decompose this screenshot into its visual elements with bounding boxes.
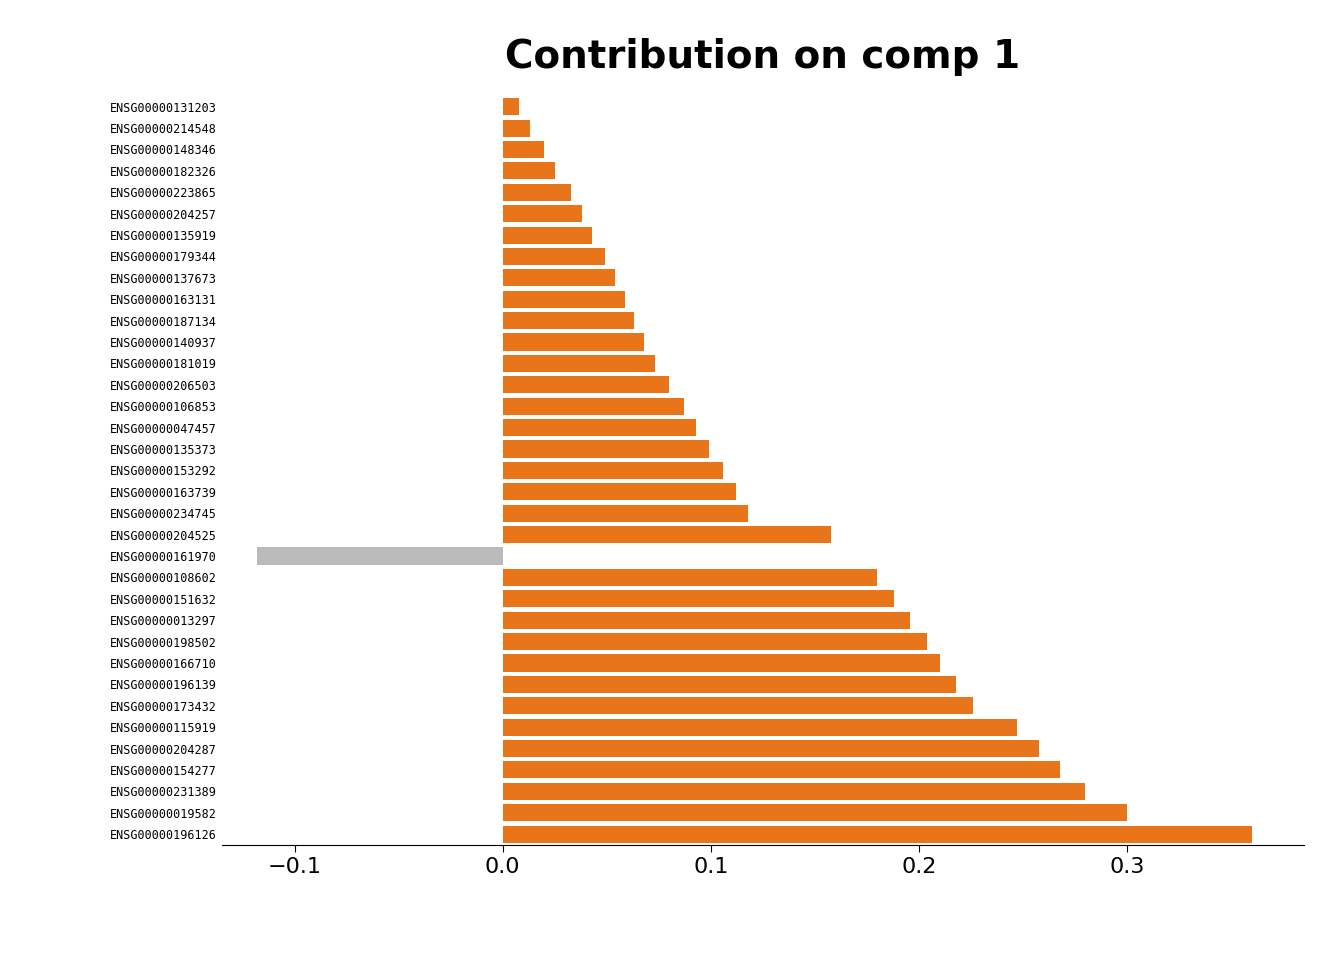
Bar: [503, 826, 1251, 843]
Bar: [503, 655, 939, 671]
Bar: [503, 569, 878, 586]
Bar: [503, 612, 910, 629]
Bar: [503, 312, 634, 329]
Bar: [503, 248, 605, 265]
Bar: [503, 697, 973, 714]
Bar: [503, 227, 593, 244]
Bar: [503, 761, 1060, 779]
Bar: [503, 270, 616, 286]
Bar: [503, 719, 1016, 735]
Bar: [503, 782, 1085, 800]
Bar: [503, 740, 1039, 757]
Bar: [503, 183, 571, 201]
Bar: [503, 590, 894, 608]
Bar: [503, 420, 696, 436]
Bar: [503, 462, 723, 479]
Bar: [503, 205, 582, 222]
Bar: [503, 376, 669, 394]
Bar: [503, 98, 519, 115]
Bar: [503, 333, 644, 350]
Bar: [503, 633, 927, 650]
Bar: [503, 355, 655, 372]
Bar: [503, 162, 555, 180]
Bar: [503, 804, 1126, 821]
Bar: [503, 291, 625, 308]
Bar: [257, 547, 503, 564]
Title: Contribution on comp 1: Contribution on comp 1: [505, 38, 1020, 76]
Bar: [503, 676, 956, 693]
Bar: [503, 483, 735, 500]
Bar: [503, 120, 530, 136]
Bar: [503, 141, 544, 158]
Bar: [503, 526, 832, 543]
Bar: [503, 441, 708, 458]
Bar: [503, 397, 684, 415]
Bar: [503, 505, 749, 521]
